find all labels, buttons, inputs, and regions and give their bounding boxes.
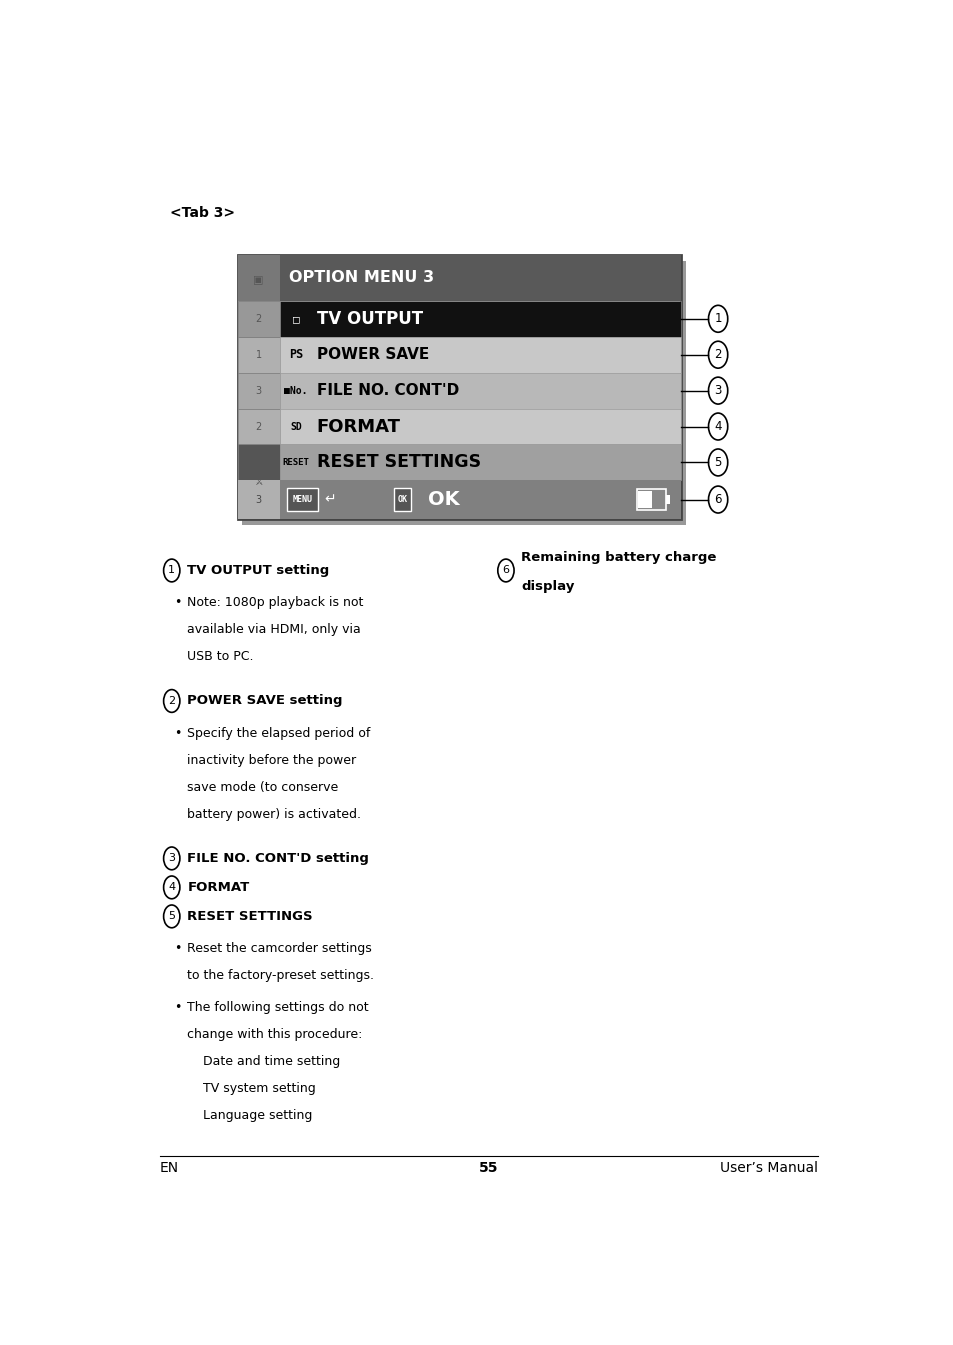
Bar: [237, 373, 279, 409]
Text: □: □: [293, 313, 299, 324]
Bar: [237, 254, 680, 519]
Text: Note: 1080p playback is not: Note: 1080p playback is not: [187, 596, 363, 609]
Text: ↵: ↵: [324, 492, 335, 507]
Bar: [237, 254, 279, 519]
Text: SD: SD: [290, 421, 301, 432]
Text: •: •: [173, 726, 181, 740]
Text: 6: 6: [502, 565, 509, 576]
Bar: [279, 301, 680, 336]
Text: 2: 2: [714, 348, 721, 362]
Text: 3: 3: [714, 385, 721, 397]
Text: RESET SETTINGS: RESET SETTINGS: [187, 909, 313, 923]
Bar: [279, 373, 680, 409]
Bar: [279, 254, 680, 301]
Bar: [237, 480, 279, 519]
Text: inactivity before the power: inactivity before the power: [187, 753, 356, 767]
Text: FORMAT: FORMAT: [187, 881, 250, 894]
Text: available via HDMI, only via: available via HDMI, only via: [187, 623, 360, 636]
Text: ▣: ▣: [253, 274, 264, 285]
Text: 2: 2: [255, 421, 261, 432]
Text: MENU: MENU: [293, 495, 313, 504]
Text: ■No.: ■No.: [284, 386, 308, 395]
Bar: [279, 480, 680, 519]
Text: display: display: [521, 580, 575, 593]
Text: POWER SAVE setting: POWER SAVE setting: [187, 694, 342, 707]
Bar: [279, 409, 680, 444]
Text: •: •: [173, 596, 181, 609]
Bar: [237, 409, 279, 444]
Text: TV OUTPUT: TV OUTPUT: [316, 309, 422, 328]
Text: <Tab 3>: <Tab 3>: [170, 206, 234, 221]
Text: 4: 4: [168, 882, 175, 892]
Text: TV OUTPUT setting: TV OUTPUT setting: [187, 564, 329, 577]
Text: change with this procedure:: change with this procedure:: [187, 1028, 362, 1041]
Bar: [394, 488, 410, 511]
Text: TV system setting: TV system setting: [187, 1083, 315, 1095]
Text: RESET: RESET: [282, 457, 309, 467]
Text: FORMAT: FORMAT: [316, 417, 400, 436]
Text: 1: 1: [714, 312, 721, 325]
Bar: [237, 301, 279, 336]
Text: OPTION MENU 3: OPTION MENU 3: [288, 270, 434, 285]
Text: 4: 4: [714, 420, 721, 433]
Bar: [237, 254, 279, 301]
Text: 1: 1: [255, 350, 261, 359]
Text: battery power) is activated.: battery power) is activated.: [187, 807, 361, 820]
Text: 6: 6: [714, 494, 721, 506]
Text: 1: 1: [255, 457, 261, 468]
Text: POWER SAVE: POWER SAVE: [316, 347, 429, 362]
Bar: [287, 488, 317, 511]
Bar: [242, 261, 685, 525]
Text: 2: 2: [255, 313, 261, 324]
Text: 2: 2: [168, 695, 175, 706]
Bar: [665, 495, 669, 504]
Bar: [638, 491, 651, 508]
Text: 3: 3: [168, 853, 175, 863]
Text: Remaining battery charge: Remaining battery charge: [521, 550, 716, 564]
Text: 55: 55: [478, 1161, 498, 1176]
Text: 1: 1: [168, 565, 175, 576]
Bar: [237, 336, 279, 373]
Text: 3: 3: [255, 495, 261, 504]
Text: RESET SETTINGS: RESET SETTINGS: [316, 453, 480, 472]
Text: User’s Manual: User’s Manual: [720, 1161, 817, 1176]
Bar: [279, 444, 680, 480]
Bar: [279, 336, 680, 373]
Text: USB to PC.: USB to PC.: [187, 650, 253, 663]
Text: Specify the elapsed period of: Specify the elapsed period of: [187, 726, 371, 740]
Text: FILE NO. CONT'D: FILE NO. CONT'D: [316, 383, 458, 398]
Text: Date and time setting: Date and time setting: [187, 1056, 340, 1068]
Text: 5: 5: [168, 912, 175, 921]
Text: •: •: [173, 943, 181, 955]
Text: OK: OK: [427, 490, 458, 508]
Text: Language setting: Language setting: [187, 1110, 313, 1122]
Text: FILE NO. CONT'D setting: FILE NO. CONT'D setting: [187, 851, 369, 865]
Text: save mode (to conserve: save mode (to conserve: [187, 780, 338, 794]
Text: to the factory-preset settings.: to the factory-preset settings.: [187, 970, 374, 982]
Bar: [237, 444, 279, 480]
Text: EN: EN: [160, 1161, 179, 1176]
Text: Reset the camcorder settings: Reset the camcorder settings: [187, 943, 372, 955]
Text: •: •: [173, 1001, 181, 1014]
Text: 5: 5: [714, 456, 721, 469]
Text: The following settings do not: The following settings do not: [187, 1001, 369, 1014]
Text: 3: 3: [255, 386, 261, 395]
Text: ⚔: ⚔: [254, 476, 263, 487]
Text: PS: PS: [289, 348, 303, 362]
Bar: [637, 488, 666, 510]
Text: OK: OK: [397, 495, 407, 504]
